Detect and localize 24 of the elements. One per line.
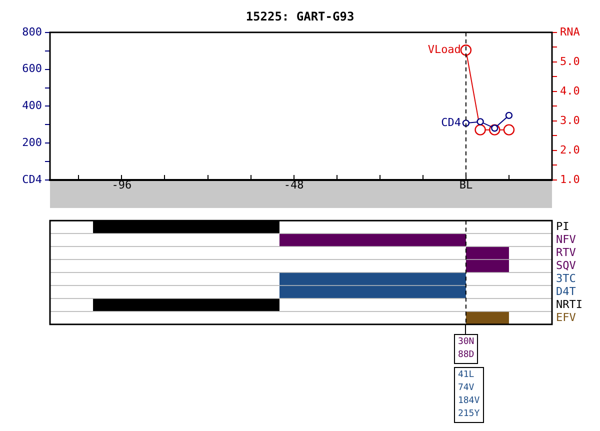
y-tick-label: D4T: [556, 284, 576, 298]
y-tick-label: PI: [556, 220, 570, 233]
y2-tick-label: 1.0: [560, 172, 580, 186]
y-tick-label: 400: [22, 99, 42, 112]
y2-tick-label: 2.0: [560, 143, 580, 156]
y2-tick-label: 4.0: [560, 84, 580, 98]
text: 41L 74V 184V 215Y: [454, 367, 484, 424]
y-tick-label: 600: [22, 62, 42, 76]
y-tick-label: SQV: [556, 258, 576, 272]
y2-tick-label: 5.0: [560, 54, 580, 68]
chart-title: 15225: GART-G93: [246, 9, 354, 24]
series-label: VLoad: [428, 42, 461, 56]
y-tick-label: CD4: [22, 172, 42, 186]
text: 30N 88D: [454, 334, 478, 364]
y-tick-label: EFV: [556, 310, 576, 324]
y2-tick-label: RNA: [560, 25, 580, 38]
y-tick-label: RTV: [556, 246, 576, 259]
y-tick-label: 3TC: [556, 272, 576, 285]
y2-tick-label: 3.0: [560, 114, 580, 127]
y-tick-label: 800: [22, 25, 42, 38]
y-tick-label: 200: [22, 136, 42, 149]
series-label: CD4: [441, 116, 462, 130]
y-tick-label: NRTI: [556, 298, 582, 311]
y-tick-label: NFV: [556, 232, 576, 246]
